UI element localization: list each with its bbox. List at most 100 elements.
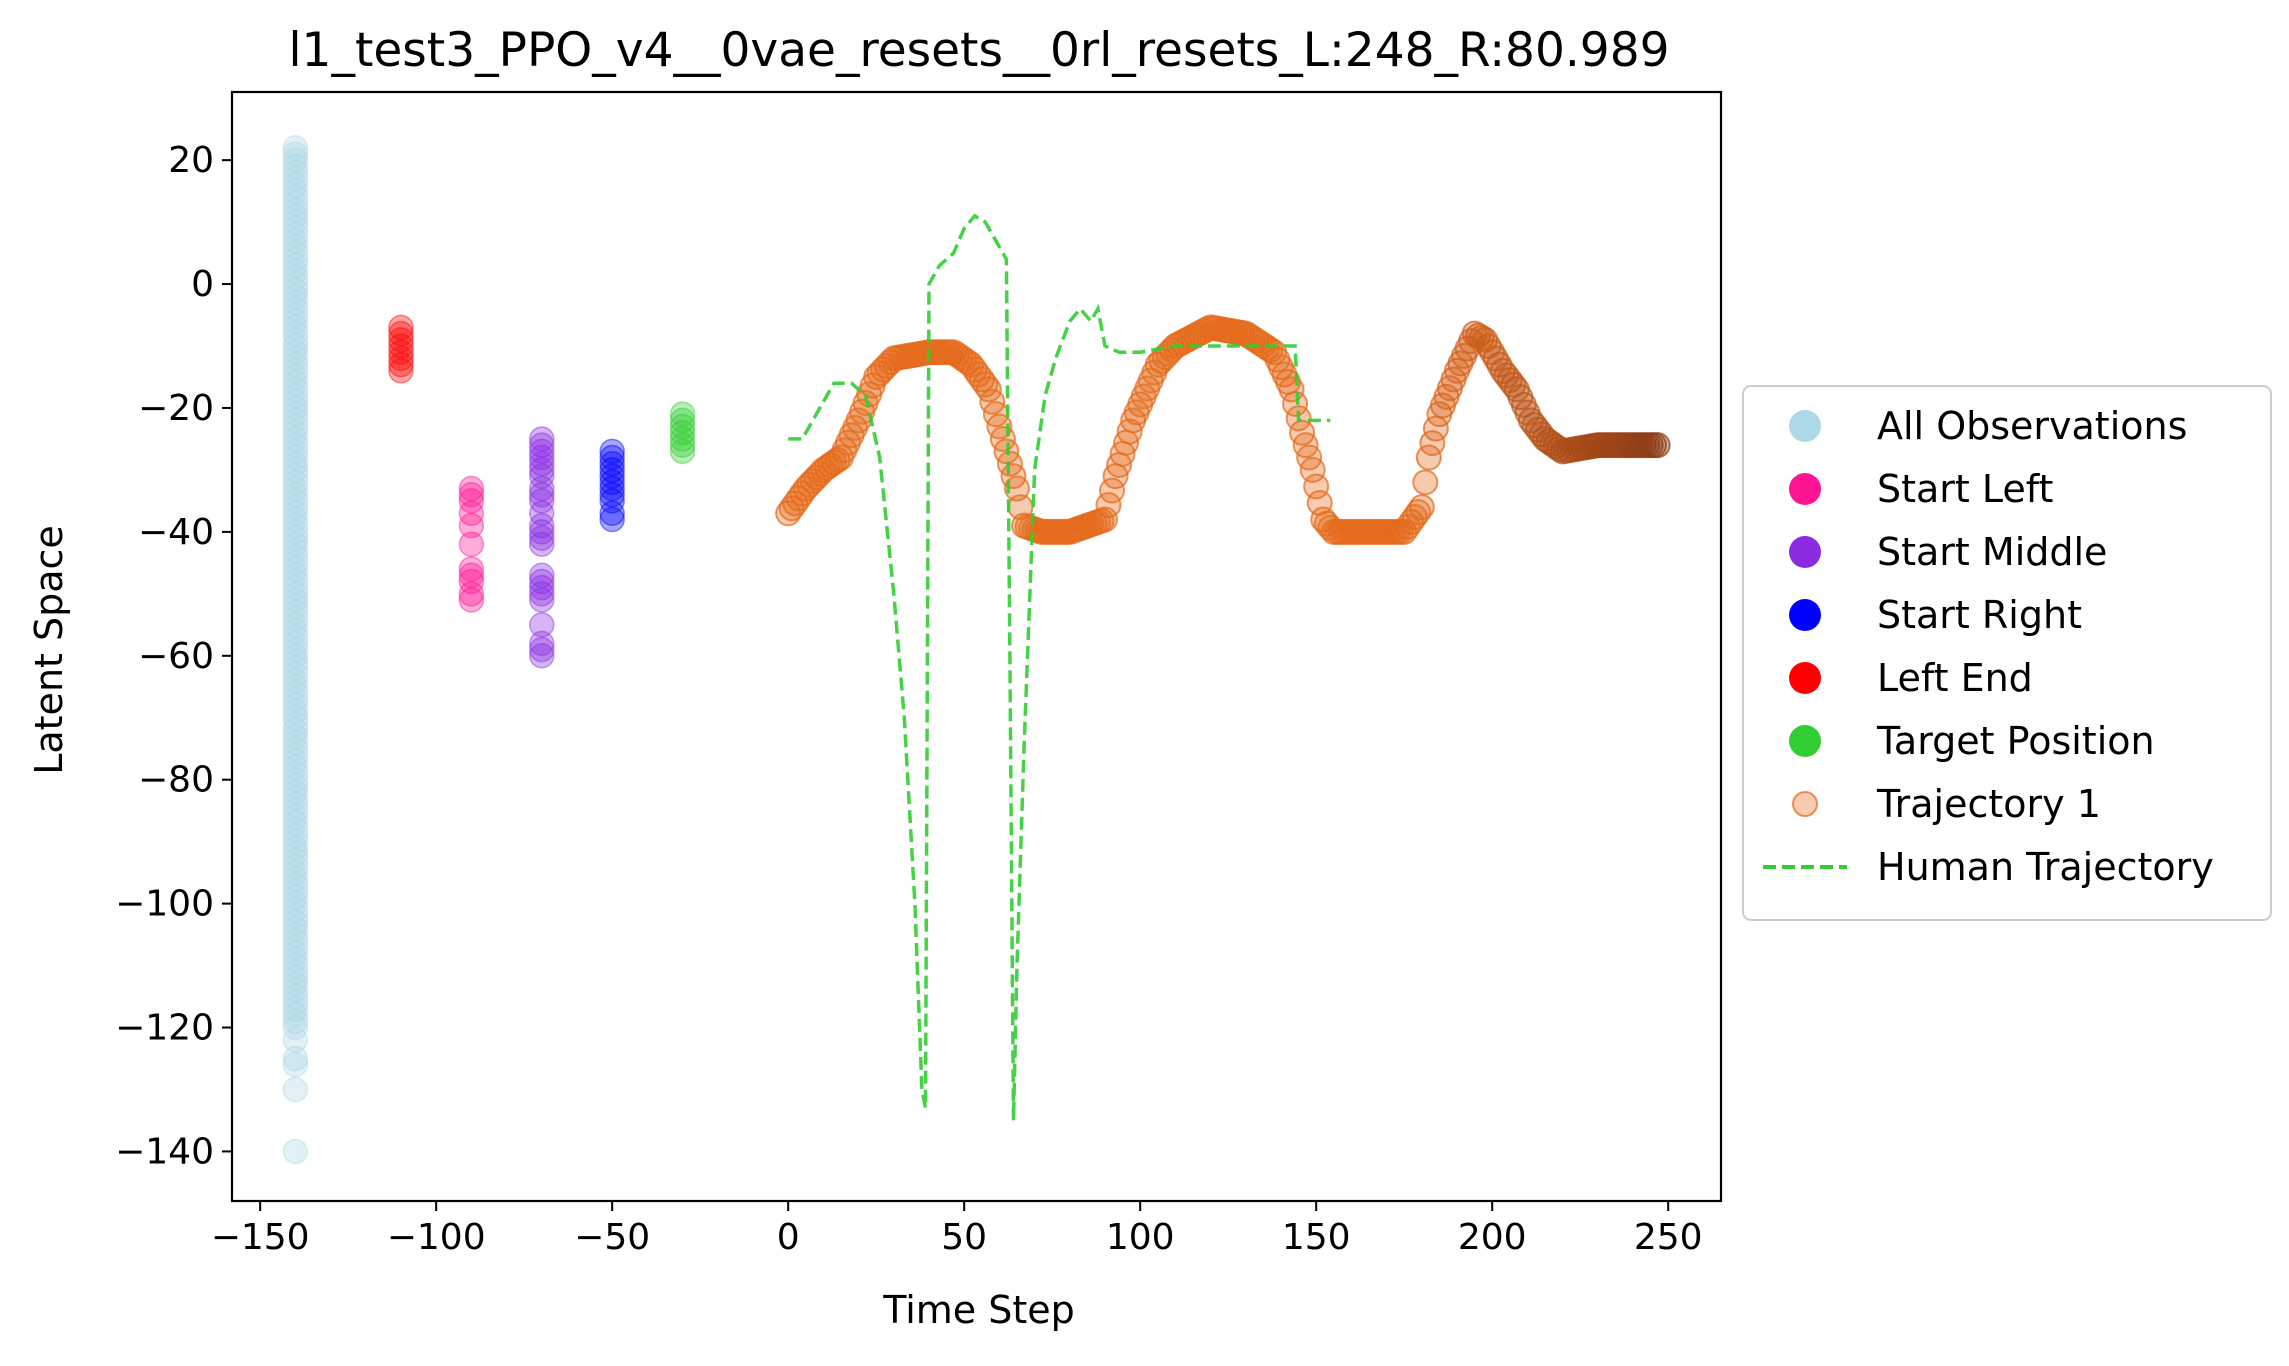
- start-left-point: [458, 581, 485, 607]
- x-axis-label: Time Step: [882, 1288, 1075, 1332]
- all-observations-point: [282, 977, 309, 1004]
- x-axis: −150 −100 −50 0 50 100 150 200 250: [211, 1201, 1703, 1258]
- all-observations-point: [282, 246, 309, 273]
- all-observations-point: [282, 810, 309, 836]
- all-observations-point: [282, 866, 309, 892]
- all-observations-point: [282, 240, 309, 266]
- y-axis-label: Latent Space: [27, 525, 71, 775]
- target-position-point: [669, 413, 696, 440]
- all-observations-point: [282, 828, 309, 855]
- all-observations-point: [282, 1014, 309, 1041]
- all-observations-point: [282, 358, 309, 384]
- all-observations-point: [282, 872, 309, 898]
- all-observations-point: [282, 760, 309, 787]
- y-tick-label: −60: [138, 636, 214, 677]
- all-observations-point: [282, 277, 309, 304]
- all-observations-point: [282, 475, 309, 502]
- start-middle-point: [529, 432, 555, 458]
- start-middle-point: [529, 581, 555, 607]
- x-tick-label: 200: [1458, 1217, 1527, 1258]
- legend: All Observations Start Left Start Middle St…: [1742, 385, 2272, 921]
- y-tick-label: −140: [115, 1131, 214, 1172]
- all-observations-point: [282, 153, 309, 180]
- all-observations-point: [282, 450, 309, 477]
- all-observations-point: [282, 940, 309, 966]
- trajectory-1-point: [1644, 432, 1671, 459]
- all-observations-point: [282, 729, 309, 756]
- all-observations-point: [282, 525, 309, 551]
- chart-title: l1_test3_PPO_v4__0vae_resets__0rl_resets…: [288, 23, 1669, 78]
- start-middle-point: [529, 450, 555, 477]
- all-observations-point: [282, 934, 309, 960]
- legend-label-target-position: Target Position: [1876, 719, 2155, 763]
- all-observations-point: [282, 655, 309, 681]
- all-observations-point: [282, 946, 309, 973]
- all-observations-point: [282, 996, 309, 1022]
- all-observations-point: [282, 890, 309, 917]
- start-right-point: [599, 506, 625, 533]
- start-middle-point: [529, 488, 555, 514]
- all-observations-point: [282, 965, 309, 991]
- all-observations-point: [282, 748, 309, 774]
- all-observations-point: [282, 884, 309, 911]
- all-observations-point: [282, 271, 309, 297]
- all-observations-point: [282, 172, 309, 198]
- all-observations-point: [282, 196, 309, 223]
- start-right-point: [599, 438, 625, 465]
- legend-label-start-middle: Start Middle: [1877, 530, 2107, 574]
- all-observations-point: [282, 568, 309, 595]
- all-observations-point: [282, 959, 309, 985]
- all-observations-point: [282, 432, 309, 458]
- legend-label-start-left: Start Left: [1877, 467, 2053, 511]
- legend-swatch-start-middle: [1789, 536, 1821, 568]
- all-observations-point: [282, 804, 309, 830]
- all-observations-point: [282, 370, 309, 396]
- y-axis: 20 0 −20 −40 −60 −80 −100 −120 −140: [115, 140, 232, 1172]
- all-observations-point: [282, 983, 309, 1010]
- legend-swatch-trajectory-1: [1792, 791, 1818, 817]
- target-position-point: [669, 432, 696, 458]
- legend-label-start-right: Start Right: [1877, 593, 2082, 637]
- all-observations-point: [282, 221, 309, 248]
- all-observations-point: [282, 791, 309, 818]
- start-right-point: [599, 481, 625, 508]
- all-observations-point: [282, 227, 309, 254]
- all-observations-point: [282, 574, 309, 601]
- all-observations-point: [282, 624, 309, 650]
- all-observations-point: [282, 351, 309, 378]
- series-start-right: [599, 438, 625, 533]
- left-end-point: [388, 327, 414, 353]
- target-position-point: [669, 438, 696, 465]
- y-tick-label: −100: [115, 884, 214, 925]
- all-observations-point: [282, 797, 309, 824]
- start-middle-point: [529, 519, 555, 545]
- left-end-point: [388, 345, 414, 372]
- start-middle-point: [529, 512, 555, 539]
- trajectory-1-point: [1408, 494, 1435, 521]
- start-left-point: [458, 531, 485, 558]
- human-trajectory-line: [788, 213, 1331, 1121]
- all-observations-point: [282, 339, 309, 365]
- target-position-point: [669, 426, 696, 452]
- start-middle-point: [529, 481, 555, 508]
- all-observations-point: [282, 135, 309, 161]
- all-observations-point: [282, 389, 309, 415]
- all-observations-point: [282, 265, 309, 291]
- all-observations-point: [282, 822, 309, 849]
- all-observations-point: [282, 178, 309, 204]
- series-trajectory-1: [775, 314, 1671, 545]
- legend-swatch-all-observations: [1789, 410, 1821, 442]
- all-observations-point: [282, 674, 309, 700]
- x-tick-label: 0: [777, 1217, 800, 1258]
- all-observations-point: [282, 667, 309, 694]
- all-observations-point: [282, 928, 309, 954]
- all-observations-point: [282, 785, 309, 812]
- start-left-point: [458, 512, 485, 539]
- all-observations-point: [282, 320, 309, 347]
- all-observations-point: [282, 612, 309, 638]
- all-observations-point: [282, 680, 309, 706]
- all-observations-point: [282, 605, 309, 632]
- start-middle-point: [529, 525, 555, 551]
- start-middle-point: [529, 612, 555, 638]
